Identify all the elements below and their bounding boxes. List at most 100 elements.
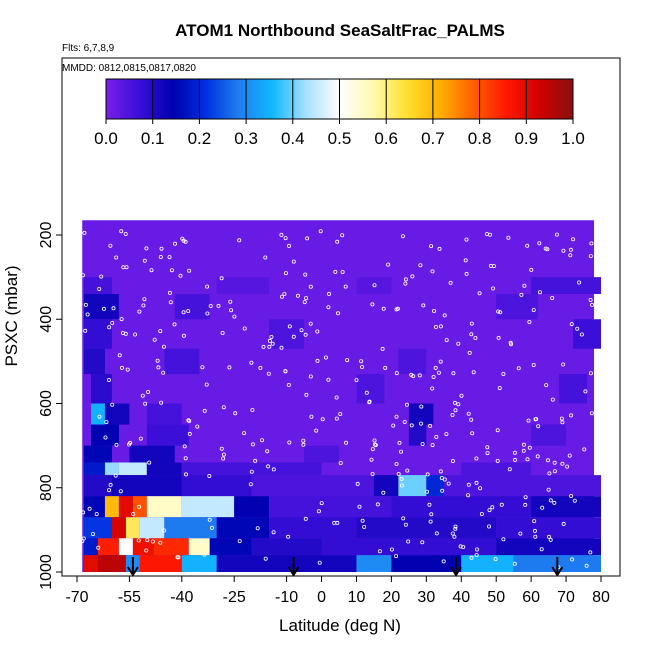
- data-point: [487, 508, 492, 513]
- data-point: [370, 302, 375, 307]
- data-point: [425, 472, 430, 477]
- heatmap-cell: [356, 374, 385, 404]
- data-point: [302, 300, 307, 305]
- data-point: [260, 438, 265, 443]
- data-point: [560, 461, 565, 466]
- x-axis-label: Latitude (deg N): [279, 616, 401, 635]
- heatmap-cell: [111, 475, 182, 497]
- data-point: [91, 532, 96, 537]
- data-point: [452, 400, 457, 405]
- data-point: [220, 330, 225, 335]
- data-point: [359, 359, 364, 364]
- data-point: [434, 531, 439, 536]
- chart-title: ATOM1 Northbound SeaSaltFrac_PALMS: [175, 21, 505, 40]
- heatmap-cell: [573, 319, 601, 349]
- data-point: [464, 237, 469, 242]
- data-point: [506, 235, 511, 240]
- y-tick-label: 1000: [38, 554, 55, 590]
- data-point: [394, 371, 399, 376]
- data-point: [383, 365, 388, 370]
- data-point: [138, 436, 143, 441]
- data-point: [565, 464, 570, 469]
- data-point: [420, 540, 425, 545]
- data-point: [548, 498, 553, 503]
- x-tick-label: 50: [487, 589, 505, 606]
- data-point: [372, 438, 377, 443]
- heatmap-cell: [83, 517, 112, 539]
- data-point: [182, 444, 187, 449]
- data-point: [269, 334, 274, 339]
- data-point: [450, 531, 455, 536]
- data-point: [521, 442, 526, 447]
- data-point: [286, 534, 291, 539]
- data-point: [283, 369, 288, 374]
- colorbar-tick-label: 0.8: [468, 129, 492, 148]
- data-point: [570, 557, 575, 562]
- heatmap-cell: [146, 496, 182, 518]
- data-point: [279, 294, 284, 299]
- flight-arrow-head: [450, 566, 462, 577]
- data-point: [131, 512, 136, 517]
- data-point: [207, 473, 212, 478]
- data-point: [258, 365, 263, 370]
- data-point: [221, 452, 226, 457]
- data-point: [486, 524, 491, 529]
- data-point: [270, 341, 275, 346]
- data-point: [372, 442, 377, 447]
- data-point: [418, 263, 423, 268]
- data-point: [404, 402, 409, 407]
- heatmap-cell: [269, 496, 392, 518]
- data-point: [187, 268, 192, 273]
- data-point: [394, 461, 399, 466]
- data-point: [490, 286, 495, 291]
- data-point: [340, 269, 345, 274]
- data-point: [399, 483, 404, 488]
- data-point: [452, 534, 457, 539]
- data-point: [255, 526, 260, 531]
- data-point: [430, 386, 435, 391]
- data-point: [107, 325, 112, 330]
- data-point: [242, 326, 247, 331]
- heatmap-cell: [321, 538, 497, 556]
- data-point: [249, 469, 254, 474]
- data-point: [539, 547, 544, 552]
- data-point: [469, 321, 474, 326]
- data-point: [446, 481, 451, 486]
- data-point: [219, 276, 224, 281]
- data-point: [120, 330, 125, 335]
- x-tick-label: 70: [557, 589, 575, 606]
- heatmap-cell: [104, 403, 130, 425]
- data-point: [111, 306, 116, 311]
- data-point: [438, 324, 443, 329]
- data-point: [83, 302, 88, 307]
- data-point: [399, 476, 404, 481]
- data-point: [583, 389, 588, 394]
- data-point: [477, 291, 482, 296]
- data-point: [394, 414, 399, 419]
- data-point: [499, 502, 504, 507]
- data-point: [431, 374, 436, 379]
- x-tick-label: -70: [65, 589, 88, 606]
- data-point: [588, 254, 593, 259]
- data-point: [301, 438, 306, 443]
- data-point: [552, 500, 557, 505]
- data-point: [303, 516, 308, 521]
- data-point: [403, 522, 408, 527]
- data-point: [433, 324, 438, 329]
- data-point: [120, 365, 125, 370]
- data-point: [569, 322, 574, 327]
- data-point: [209, 525, 214, 530]
- data-point: [144, 246, 149, 251]
- data-point: [113, 473, 118, 478]
- data-point: [114, 255, 119, 260]
- data-point: [127, 442, 132, 447]
- data-point: [242, 431, 247, 436]
- data-point: [429, 512, 434, 517]
- data-point: [221, 405, 226, 410]
- data-point: [421, 303, 426, 308]
- data-point: [343, 284, 348, 289]
- data-point: [370, 471, 375, 476]
- data-point: [417, 373, 422, 378]
- data-point: [497, 386, 502, 391]
- data-point: [82, 230, 87, 235]
